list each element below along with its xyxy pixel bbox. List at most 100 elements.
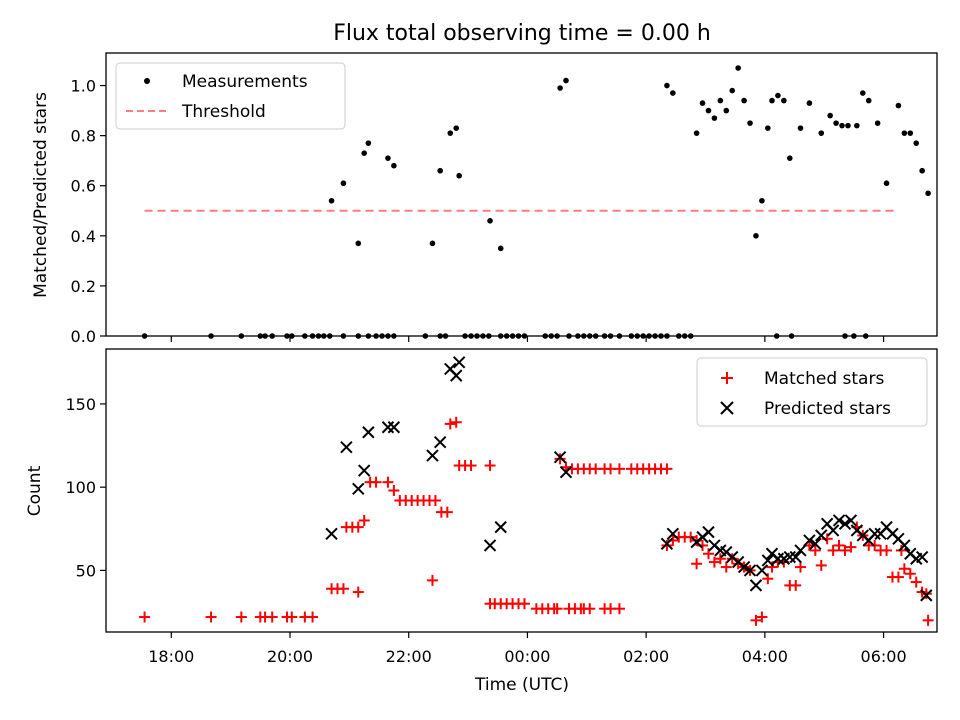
measurement-point [786,155,793,161]
top-yticks: 0.0 0.2 0.4 0.6 0.8 1.0 [71,77,106,346]
predicted-star-point [915,550,929,564]
matched-star-point [307,611,319,623]
measurement-point [429,240,436,247]
matched-star-point [845,541,857,553]
measurement-point [670,90,676,96]
measurement-point [705,107,712,114]
matched-star-point [444,418,456,430]
chart-title: Flux total observing time = 0.00 h [333,21,711,46]
measurement-point [806,100,813,106]
measurement-point [833,120,839,126]
matched-star-point [450,416,462,428]
matched-star-point [358,514,370,526]
predicted-star-point [494,520,507,534]
matched-star-point [922,614,934,626]
bottom-xtick-label: 22:00 [386,647,432,666]
top-ytick-label: 1.0 [71,77,96,96]
matched-star-point [756,611,768,623]
matched-star-point [661,463,673,475]
bottom-axes-frame [105,348,938,633]
predicted-star-point [559,465,573,479]
predicted-star-point [450,369,463,382]
predicted-star-point [838,517,852,531]
predicted-star-point [483,539,497,552]
matched-star-point [708,556,720,568]
predicted-star-point [362,426,375,439]
measurement-point [693,130,700,136]
measurement-point [328,197,335,204]
matched-star-point [205,611,217,623]
predicted-star-point [815,529,828,542]
predicted-star-point [755,564,769,577]
bottom-y-axis-label: Count [25,465,45,516]
legend-measurements-marker [144,78,150,84]
top-ytick-label: 0.4 [71,227,96,246]
predicted-star-point [666,527,680,540]
measurement-point [340,180,347,187]
matched-star-point [554,453,566,465]
matched-star-point [551,603,563,615]
legend-threshold-label: Threshold [181,102,266,122]
measurement-point [741,97,747,104]
matched-star-point [881,544,893,556]
matched-star-point [827,544,839,556]
matched-star-point [750,614,762,626]
matched-star-point [429,494,441,506]
predicted-star-point [325,527,338,540]
measurement-point [453,125,460,131]
measurement-point [901,130,908,136]
predicted-star-point [660,537,674,550]
measurement-point [865,97,872,104]
matched-star-point [714,553,726,565]
matched-star-point [833,539,845,551]
matched-star-point [613,463,625,475]
bottom-xtick-label: 18:00 [148,647,194,666]
matched-star-point [235,611,247,623]
measurement-point [895,102,902,109]
matched-star-point [839,544,851,556]
measurement-point [711,115,718,121]
predicted-star-point [803,534,816,547]
measurement-point [883,180,890,187]
predicted-star-point [553,450,567,464]
matched-star-point [286,611,298,623]
matched-star-point [484,460,496,472]
predicted-star-point [898,539,911,552]
top-y-axis-label: Matched/Predicted stars [31,92,51,298]
predicted-star-point [452,356,466,369]
legend-predicted-marker [720,401,734,415]
predicted-star-point [809,537,822,550]
predicted-star-point [737,560,751,574]
predicted-star-point [761,554,775,567]
matched-star-point [370,476,382,488]
matched-star-point [790,579,802,591]
matched-star-point [898,563,910,575]
legend-predicted-label: Predicted stars [764,399,891,419]
predicted-star-point [832,514,846,527]
measurement-point [919,167,925,174]
predicted-star-point [794,544,807,557]
top-panel: 0.0 0.2 0.4 0.6 0.8 1.0 Matched/Predicted sta… [31,52,938,346]
matched-star-point [352,521,364,533]
matched-star-point [613,603,625,615]
measurement-point [845,122,851,129]
predicted-star-point [826,524,840,537]
measurement-point [913,140,920,146]
bottom-yticks: 50 100 150 [65,395,106,580]
matched-star-point [920,588,932,600]
bottom-marks [139,356,934,626]
matched-star-point [465,460,477,472]
predicted-star-point [387,421,401,434]
measurement-point [753,233,759,239]
bottom-ytick-label: 50 [76,561,96,580]
measurement-point [925,190,931,197]
measurement-point [717,97,724,104]
matched-star-point [904,568,916,580]
measurement-point [497,245,504,252]
measurement-point [456,172,462,179]
measurement-point [355,240,362,247]
measurement-point [391,162,397,169]
matched-star-point [661,539,673,551]
matched-star-point [518,598,530,610]
